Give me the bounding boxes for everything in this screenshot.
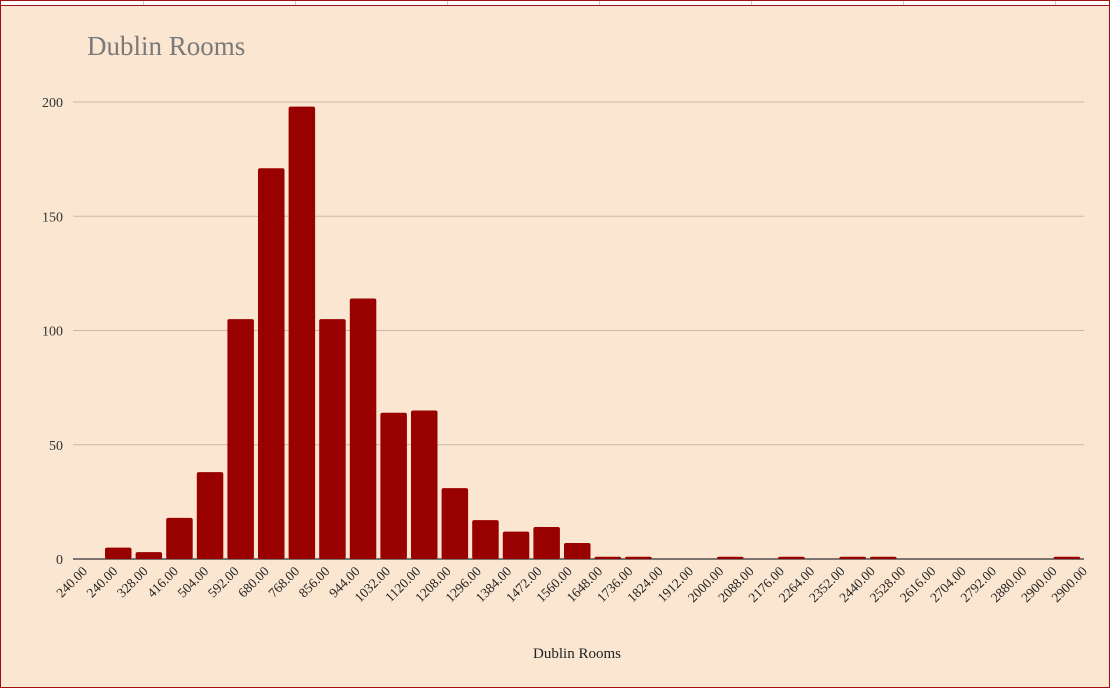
column-divider [751, 1, 752, 5]
histogram-bar [594, 556, 622, 559]
histogram-bar [778, 556, 805, 559]
histogram-bar [196, 472, 224, 559]
histogram-bar [319, 319, 346, 559]
spreadsheet-header-strip [1, 1, 1109, 6]
x-tick-label: 416.00 [144, 563, 181, 600]
bars [105, 106, 1081, 559]
column-divider [1055, 1, 1056, 5]
x-tick-label: 592.00 [205, 563, 242, 600]
x-axis-label: Dublin Rooms [533, 646, 621, 662]
x-tick-label: 768.00 [265, 563, 302, 600]
column-divider [295, 1, 296, 5]
histogram-bar [717, 556, 744, 559]
histogram-bar [135, 552, 163, 559]
column-divider [903, 1, 904, 5]
x-tick-label: 240.00 [84, 563, 121, 600]
histogram-bar [411, 410, 438, 559]
column-divider [143, 1, 144, 5]
histogram-bar [533, 527, 560, 559]
y-tick-label: 150 [42, 210, 63, 225]
chart-title: Dublin Rooms [87, 31, 246, 61]
column-divider [599, 1, 600, 5]
histogram-bar [380, 412, 407, 559]
x-tick-label: 504.00 [174, 563, 211, 600]
gridlines [73, 101, 1084, 560]
x-tick-label: 328.00 [114, 563, 151, 600]
x-axis-ticks: 240.00240.00328.00416.00504.00592.00680.… [53, 563, 1090, 605]
histogram-bar [105, 547, 132, 559]
x-tick-label: 680.00 [235, 563, 272, 600]
histogram-bar [472, 520, 499, 559]
y-tick-label: 50 [49, 439, 63, 454]
y-tick-label: 0 [56, 553, 63, 568]
histogram-bar [441, 488, 469, 559]
histogram-bar [502, 531, 530, 559]
histogram-bar [625, 556, 652, 559]
histogram-bar [349, 298, 377, 559]
y-tick-label: 100 [42, 325, 63, 340]
x-tick-label: 856.00 [296, 563, 333, 600]
histogram-bar [870, 556, 897, 559]
histogram-bar [258, 168, 285, 559]
histogram-bar [227, 319, 254, 559]
histogram-bar [166, 517, 193, 559]
x-tick-label: 240.00 [53, 563, 90, 600]
column-divider [447, 1, 448, 5]
y-tick-label: 200 [42, 96, 63, 111]
histogram-bar [288, 106, 316, 559]
histogram-bar [839, 556, 866, 559]
y-axis-ticks: 0 50 100 150 200 [42, 96, 63, 568]
histogram-bar [1053, 556, 1081, 559]
histogram-bar [564, 543, 591, 559]
